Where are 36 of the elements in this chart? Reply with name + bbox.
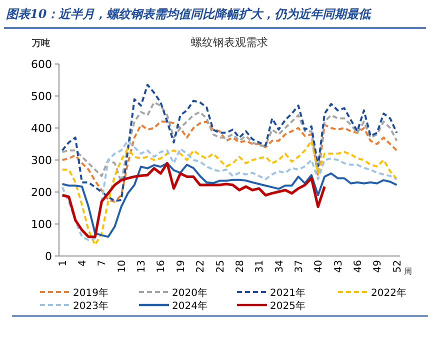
x-tick-label: 25 bbox=[215, 260, 226, 273]
legend-label: 2020年 bbox=[172, 287, 208, 299]
legend-label: 2021年 bbox=[270, 287, 306, 299]
y-tick-label: 200 bbox=[31, 186, 52, 199]
x-tick-label: 16 bbox=[156, 260, 168, 273]
y-tick-label: 600 bbox=[31, 58, 52, 71]
x-tick-label: 34 bbox=[274, 260, 286, 273]
x-tick-label: 13 bbox=[136, 260, 148, 273]
x-tick-label: 28 bbox=[234, 260, 246, 273]
y-tick-label: 100 bbox=[31, 218, 52, 231]
legend-label: 2023年 bbox=[73, 300, 108, 312]
x-tick-label: 7 bbox=[97, 260, 108, 266]
x-tick-label: 37 bbox=[294, 260, 305, 273]
x-tick-label: 10 bbox=[116, 260, 128, 273]
x-tick-label: 40 bbox=[314, 260, 325, 273]
x-tick-label: 4 bbox=[78, 260, 89, 266]
x-tick-label: 52 bbox=[392, 260, 404, 273]
y-axis-title: 万吨 bbox=[31, 38, 50, 49]
y-tick-label: 0 bbox=[45, 250, 52, 263]
y-tick-label: 500 bbox=[31, 90, 52, 103]
chart-subtitle: 螺纹钢表观需求 bbox=[191, 36, 268, 49]
legend-label: 2025年 bbox=[270, 300, 306, 312]
x-tick-label: 1 bbox=[58, 260, 69, 266]
x-tick-label: 49 bbox=[372, 260, 384, 273]
x-tick-label: 22 bbox=[196, 260, 207, 273]
chart-title: 图表10：近半月，螺纹钢表需均值同比降幅扩大，仍为近年同期最低 bbox=[6, 7, 373, 21]
x-tick-label: 19 bbox=[176, 260, 187, 273]
legend-label: 2019年 bbox=[73, 287, 108, 299]
x-tick-label: 31 bbox=[254, 260, 266, 273]
x-tick-label: 46 bbox=[352, 260, 364, 273]
y-tick-label: 400 bbox=[31, 122, 52, 135]
x-tick-label: 43 bbox=[333, 260, 344, 273]
x-axis-title: 周 bbox=[404, 267, 412, 276]
legend-label: 2024年 bbox=[172, 300, 208, 312]
legend-label: 2022年 bbox=[371, 287, 406, 299]
y-tick-label: 300 bbox=[31, 154, 52, 167]
